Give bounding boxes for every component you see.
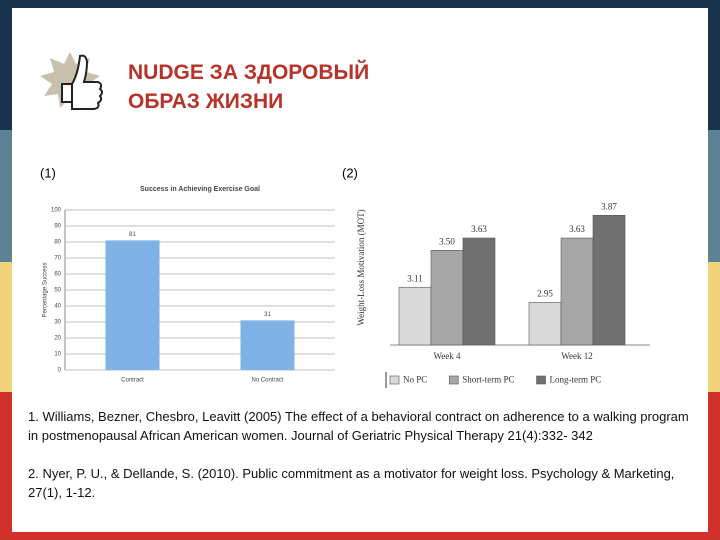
value-label: 81 <box>129 232 136 238</box>
reference: 2. Nyer, P. U., & Dellande, S. (2010). P… <box>28 466 675 500</box>
y-tick-label: 60 <box>54 272 61 278</box>
y-tick-label: 0 <box>58 368 62 374</box>
bar <box>105 240 160 370</box>
x-tick-label: Week 4 <box>433 351 461 361</box>
value-label: 2.95 <box>537 288 553 298</box>
chart-title: Success in Achieving Exercise Goal <box>140 186 260 193</box>
x-tick-label: Week 12 <box>561 351 593 361</box>
bar <box>398 286 432 346</box>
title-line: ОБРАЗ ЖИЗНИ <box>128 90 284 113</box>
value-label: 3.11 <box>407 273 422 283</box>
x-tick-label: No Contract <box>251 378 283 384</box>
legend-swatch <box>536 375 546 385</box>
y-tick-label: 80 <box>54 240 61 246</box>
y-tick-label: 30 <box>54 320 61 326</box>
thumbs-up-icon <box>40 52 103 110</box>
value-label: 31 <box>264 312 271 318</box>
y-tick-label: 90 <box>54 224 61 230</box>
y-axis-label: Percentage Success <box>43 262 49 317</box>
reference: 1. Williams, Bezner, Chesbro, Leavitt (2… <box>28 409 689 443</box>
slide-title: NUDGE ЗА ЗДОРОВЫЙ ОБРАЗ ЖИЗНИ <box>128 58 369 116</box>
bar <box>592 215 626 346</box>
value-label: 3.87 <box>601 201 617 211</box>
value-label: 3.50 <box>439 236 455 246</box>
legend-label: No PC <box>403 375 427 385</box>
legend-label: Long-term PC <box>550 375 602 385</box>
chart-label: (1) <box>40 165 56 180</box>
y-axis-label: Weight-Loss Motivation (MOT) <box>356 209 366 325</box>
y-tick-label: 100 <box>51 208 62 214</box>
bar <box>430 250 464 346</box>
references: 1. Williams, Bezner, Chesbro, Leavitt (2… <box>28 407 696 521</box>
value-label: 3.63 <box>569 224 585 234</box>
legend-label: Short-term PC <box>462 375 514 385</box>
y-tick-label: 70 <box>54 256 61 262</box>
legend-swatch <box>448 375 459 385</box>
y-tick-label: 40 <box>54 304 61 310</box>
bar <box>528 302 562 346</box>
bar <box>560 237 594 346</box>
title-line: NUDGE ЗА ЗДОРОВЫЙ <box>128 61 370 84</box>
y-tick-label: 50 <box>54 288 61 294</box>
y-tick-label: 20 <box>54 336 61 342</box>
y-tick-label: 10 <box>54 352 61 358</box>
bar <box>462 237 496 346</box>
x-tick-label: Contract <box>121 378 144 384</box>
legend-swatch <box>389 375 400 385</box>
value-label: 3.63 <box>471 224 487 234</box>
chart-label: (2) <box>342 165 358 180</box>
bar <box>240 320 295 370</box>
